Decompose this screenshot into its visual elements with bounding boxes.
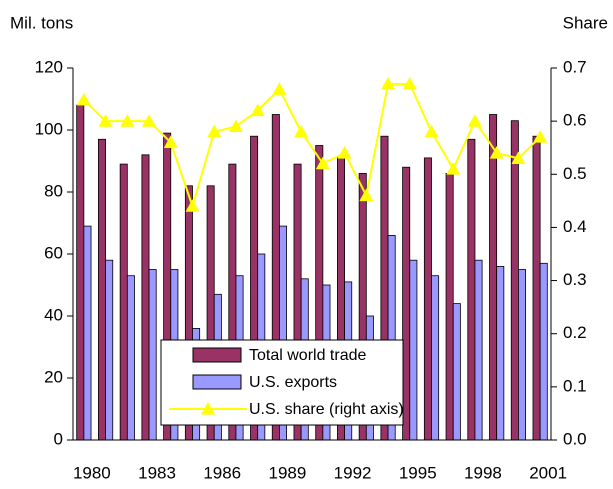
bar — [539, 262, 548, 441]
marker — [207, 124, 222, 138]
marker — [272, 82, 287, 95]
marker — [533, 130, 548, 143]
bar — [467, 138, 476, 441]
bar — [83, 225, 92, 441]
x-tick-label: 1992 — [334, 463, 372, 482]
marker — [381, 76, 396, 90]
marker — [446, 161, 461, 175]
y-tick-label: 20 — [44, 367, 63, 386]
y2-tick-label: 0.6 — [563, 111, 587, 130]
marker — [76, 92, 91, 106]
x-tick-label: 1983 — [138, 463, 176, 482]
marker — [337, 146, 352, 159]
marker — [142, 114, 157, 127]
y2-tick-label: 0.2 — [563, 323, 587, 342]
bar — [510, 120, 519, 441]
marker — [250, 103, 265, 117]
marker — [511, 151, 526, 164]
y-tick-label: 40 — [44, 305, 63, 324]
marker — [467, 114, 482, 127]
y-tick-label: 80 — [44, 181, 63, 200]
bar — [532, 135, 541, 441]
legend-label: Total world trade — [249, 347, 366, 364]
x-tick-label: 2001 — [529, 463, 567, 482]
marker — [424, 124, 439, 138]
bar — [141, 154, 150, 441]
bar — [409, 259, 418, 441]
bar — [148, 269, 157, 441]
y2-tick-label: 0.7 — [563, 57, 587, 76]
bar — [105, 259, 114, 441]
y2-tick-label: 0.5 — [563, 164, 587, 183]
bar — [452, 303, 461, 441]
line — [83, 82, 541, 210]
y2-tick-label: 0.3 — [563, 270, 587, 289]
y2-tick-label: 0.4 — [563, 217, 587, 236]
bar — [126, 275, 135, 441]
marker — [185, 199, 200, 212]
bar — [496, 265, 505, 441]
bar — [518, 269, 526, 441]
bar — [98, 138, 106, 441]
x-tick-label: 1989 — [268, 463, 306, 482]
marker — [120, 114, 135, 127]
marker — [315, 156, 330, 170]
x-tick-label: 1980 — [73, 463, 111, 482]
y-tick-label: 120 — [35, 57, 63, 76]
x-tick-label: 1995 — [399, 463, 437, 482]
x-tick-label: 1998 — [464, 463, 502, 482]
legend-swatch — [192, 374, 242, 390]
bar — [445, 172, 454, 441]
x-tick-label: 1986 — [203, 463, 241, 482]
marker — [402, 76, 417, 90]
y2-tick-label: 0.0 — [563, 429, 587, 448]
bar — [474, 259, 483, 441]
y2-tick-label: 0.1 — [563, 376, 587, 395]
bar — [76, 104, 85, 441]
bar — [402, 166, 411, 441]
bar — [489, 114, 498, 441]
marker — [98, 114, 113, 127]
bar — [431, 275, 440, 441]
marker — [489, 146, 504, 159]
marker — [294, 124, 309, 138]
y-tick-label: 100 — [35, 119, 63, 138]
legend-swatch — [192, 347, 242, 363]
y-axis-label: Mil. tons — [10, 13, 73, 32]
marker — [359, 188, 374, 202]
bar — [119, 163, 128, 441]
y-tick-label: 60 — [44, 243, 63, 262]
marker — [228, 119, 243, 133]
legend-marker — [201, 402, 215, 415]
legend-label: U.S. exports — [249, 374, 337, 391]
bar — [423, 157, 432, 441]
y-tick-label: 0 — [54, 429, 63, 448]
legend-label: U.S. share (right axis) — [249, 401, 404, 418]
marker — [163, 135, 178, 148]
y2-axis-label: Share — [563, 13, 608, 32]
